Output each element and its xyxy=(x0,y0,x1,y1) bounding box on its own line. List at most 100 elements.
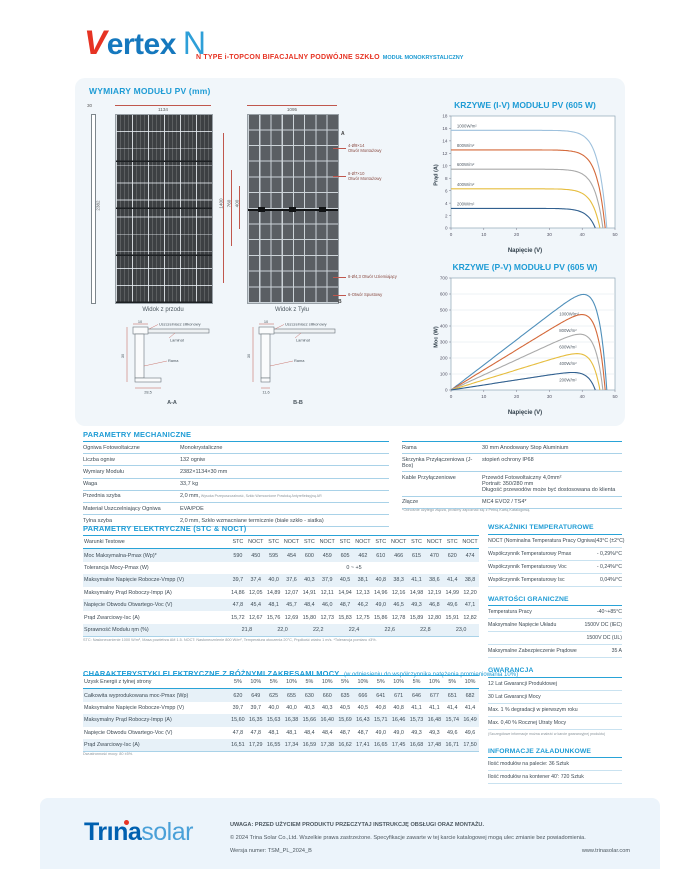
section-marker-a: A xyxy=(341,131,345,137)
sidebar: WSKAŹNIKI TEMPERATUROWE NOCT (Nominalna T… xyxy=(488,524,625,793)
svg-text:4: 4 xyxy=(445,201,448,206)
svg-text:6: 6 xyxy=(445,188,448,193)
mech-value: MC4 EVO2 / TS4* xyxy=(482,499,527,506)
sidebar-section-title: INFORMACJE ZAŁADUNKOWE xyxy=(488,748,622,758)
junction-box-2 xyxy=(288,207,296,212)
pv-chart-plot: 0 100 200 300 400 500 600 700 0 10 20 30 40 50 1000W/m… xyxy=(440,276,618,399)
sidebar-row-value: -40~+85°C xyxy=(596,609,622,615)
col-header-noct: NOCT xyxy=(462,539,478,546)
mech-row: Waga 33,7 kg xyxy=(83,479,389,491)
cell-value: 16,38 xyxy=(284,717,299,724)
svg-text:2: 2 xyxy=(445,213,448,218)
cell-value: 12,20 xyxy=(463,589,477,596)
sidebar-row-value: 0,04%/°C xyxy=(600,576,622,583)
svg-text:600W/m²: 600W/m² xyxy=(457,162,475,167)
svg-text:0: 0 xyxy=(445,388,448,393)
cross-section-bb-caption: B-B xyxy=(293,400,303,406)
col-header-noct: NOCT xyxy=(319,539,335,546)
iv-chart: KRZYWE (I-V) MODUŁU PV (605 W) Prąd (A) … xyxy=(427,100,623,254)
footer-website-link[interactable]: www.trinasolar.com xyxy=(581,848,630,854)
mech-label: Rama xyxy=(402,444,417,451)
cell-value: 37,4 xyxy=(250,577,262,584)
cell-value: 40,3 xyxy=(304,577,315,584)
cell-value: 47,8 xyxy=(232,602,244,609)
col-header-stc: STC xyxy=(303,539,315,546)
cell-value: 454 xyxy=(286,552,296,559)
cell-value: 17,48 xyxy=(427,742,442,749)
cell-value: 48,7 xyxy=(339,729,351,736)
row-label: Maksymalne Napięcie Robocze-Vmpp (V) xyxy=(84,577,185,584)
dim-line-760 xyxy=(231,170,232,246)
cell-value: 16,48 xyxy=(427,717,442,724)
svg-text:1000W/m²: 1000W/m² xyxy=(559,311,579,316)
table-row: Moc Maksymalna-Pmax (Wp)* 590 450 595 454 600… xyxy=(83,549,479,562)
table-row: Prąd Zwarciowy-Isc (A) 15,72 12,67 15,76 12,… xyxy=(83,611,479,623)
svg-text:10: 10 xyxy=(138,320,143,324)
cell-value: 15,89 xyxy=(409,614,424,621)
sidebar-section-title: WSKAŹNIKI TEMPERATUROWE xyxy=(488,524,622,535)
cell-value: 40,8 xyxy=(393,704,404,711)
cell-pair-value: 22,2 xyxy=(313,626,324,633)
table-row: Napięcie Obwodu Otwartego-Voc (V) 47,8 45,… xyxy=(83,598,479,612)
cell-value: 15,63 xyxy=(266,717,281,724)
mech-row: Wymiary Modułu 2382×1134×30 mm xyxy=(83,466,389,479)
svg-text:200W/m²: 200W/m² xyxy=(457,201,475,206)
cell-value: 16,35 xyxy=(249,717,263,724)
cell-value: 10% xyxy=(250,679,262,686)
cell-value: 641 xyxy=(376,692,386,699)
callout-1-line2: Otwór Montażowy xyxy=(348,148,382,154)
section-marker-b: B xyxy=(338,299,342,305)
cell-value: 666 xyxy=(358,692,368,699)
callout-leader-4 xyxy=(333,295,346,296)
cell-value: 12,73 xyxy=(320,614,334,621)
cell-value: 600 xyxy=(304,552,314,559)
table-row: Prąd Zwarciowy-Isc (A) 16,51 17,29 16,55 17,… xyxy=(83,738,479,752)
logo-ertex: ertex xyxy=(106,28,177,61)
cell-value: 671 xyxy=(394,692,404,699)
trinasolar-logo-trina: Trına xyxy=(84,818,142,846)
sidebar-row-label: Współczynnik Temperaturowy Pmax xyxy=(488,550,572,557)
cell-value: 12,19 xyxy=(427,589,442,596)
footer-copyright: © 2024 Trina Solar Co.,Ltd. Wszelkie pra… xyxy=(230,835,586,841)
svg-text:Uszczelniacz silikonowy: Uszczelniacz silikonowy xyxy=(159,322,201,327)
cell-value: 15,80 xyxy=(302,614,317,621)
mech-row: Rama 30 mm Anodowany Stop Aluminium xyxy=(402,441,622,455)
svg-text:16: 16 xyxy=(442,126,448,131)
svg-text:500: 500 xyxy=(440,308,448,313)
cell-value: 12,78 xyxy=(391,614,406,621)
mech-value: 132 ogniw xyxy=(180,456,206,463)
sidebar-row: Maksymalne Zabezpieczenie Prądowe 35 A xyxy=(488,645,622,658)
cell-value: 605 xyxy=(340,552,350,559)
pv-chart-ylabel: Moc (W) xyxy=(433,326,440,348)
svg-text:800W/m²: 800W/m² xyxy=(559,328,577,333)
cell-value: 41,1 xyxy=(411,704,422,711)
cell-value: 49,3 xyxy=(411,602,422,609)
row-label: Uzysk Energii z tylnej strony xyxy=(84,679,152,686)
mech-label: Tylna szyba xyxy=(83,517,113,524)
callout-leader-1 xyxy=(333,148,346,149)
cell-value: 12,67 xyxy=(249,614,263,621)
svg-text:Laminat: Laminat xyxy=(170,338,185,343)
mech-row: Ogniwa Fotowoltaiczne Monokrystaliczne xyxy=(83,441,389,455)
logo-red-dot xyxy=(124,820,129,825)
characteristics-table: Uzysk Energii z tylnej strony 5% 10% 5% 10% 5… xyxy=(83,675,479,753)
cell-value: 660 xyxy=(322,692,332,699)
svg-text:40: 40 xyxy=(580,232,586,237)
sidebar-row: Współczynnik Temperaturowy Pmax - 0,29%/°… xyxy=(488,548,622,561)
cell-value: 646 xyxy=(411,692,421,699)
row-label: Tolerancja Mocy-Pmax (W) xyxy=(84,564,149,571)
svg-text:400: 400 xyxy=(440,324,448,329)
electrical-table: Warunki Testowe STC NOCT STC NOCT STC NOCT STC N… xyxy=(83,535,479,638)
mech-row: Skrzynka Przyłączeniowa (J-Box) stopień o… xyxy=(402,454,622,473)
sidebar-section-title: WARTOŚCI GRANICZNE xyxy=(488,596,622,606)
cell-value: 5% xyxy=(376,679,385,686)
cell-value: 15,72 xyxy=(231,614,245,621)
cell-value: 14,86 xyxy=(231,589,245,596)
cell-value: 46,0 xyxy=(321,602,333,609)
cell-pair-value: 22,4 xyxy=(348,626,360,633)
trinasolar-logo-solar: solar xyxy=(141,818,193,846)
mech-label: Przednia szyba xyxy=(83,493,121,500)
sidebar-row-value: - 0,29%/°C xyxy=(596,550,622,557)
cell-value: 12,82 xyxy=(463,614,477,621)
mech-value: 30 mm Anodowany Stop Aluminium xyxy=(482,444,569,451)
